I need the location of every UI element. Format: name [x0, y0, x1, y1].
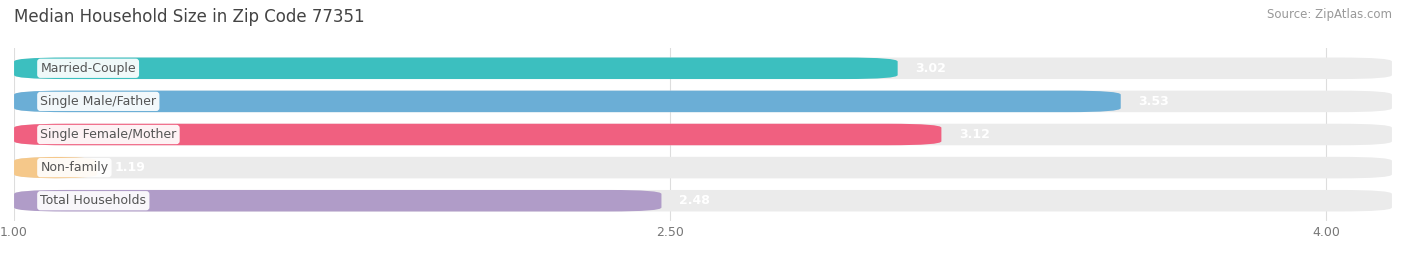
FancyBboxPatch shape [14, 190, 1392, 211]
Text: Median Household Size in Zip Code 77351: Median Household Size in Zip Code 77351 [14, 8, 364, 26]
Text: 3.02: 3.02 [915, 62, 946, 75]
Text: Single Female/Mother: Single Female/Mother [41, 128, 177, 141]
Text: 2.48: 2.48 [679, 194, 710, 207]
FancyBboxPatch shape [14, 157, 1392, 178]
FancyBboxPatch shape [14, 91, 1392, 112]
Text: Non-family: Non-family [41, 161, 108, 174]
Text: 3.53: 3.53 [1139, 95, 1168, 108]
FancyBboxPatch shape [14, 58, 897, 79]
FancyBboxPatch shape [14, 91, 1121, 112]
Text: Married-Couple: Married-Couple [41, 62, 136, 75]
FancyBboxPatch shape [14, 124, 942, 145]
FancyBboxPatch shape [14, 190, 661, 211]
Text: Source: ZipAtlas.com: Source: ZipAtlas.com [1267, 8, 1392, 21]
Text: 1.19: 1.19 [115, 161, 146, 174]
Text: 3.12: 3.12 [959, 128, 990, 141]
Text: Single Male/Father: Single Male/Father [41, 95, 156, 108]
FancyBboxPatch shape [14, 58, 1392, 79]
Text: Total Households: Total Households [41, 194, 146, 207]
FancyBboxPatch shape [14, 157, 97, 178]
FancyBboxPatch shape [14, 124, 1392, 145]
